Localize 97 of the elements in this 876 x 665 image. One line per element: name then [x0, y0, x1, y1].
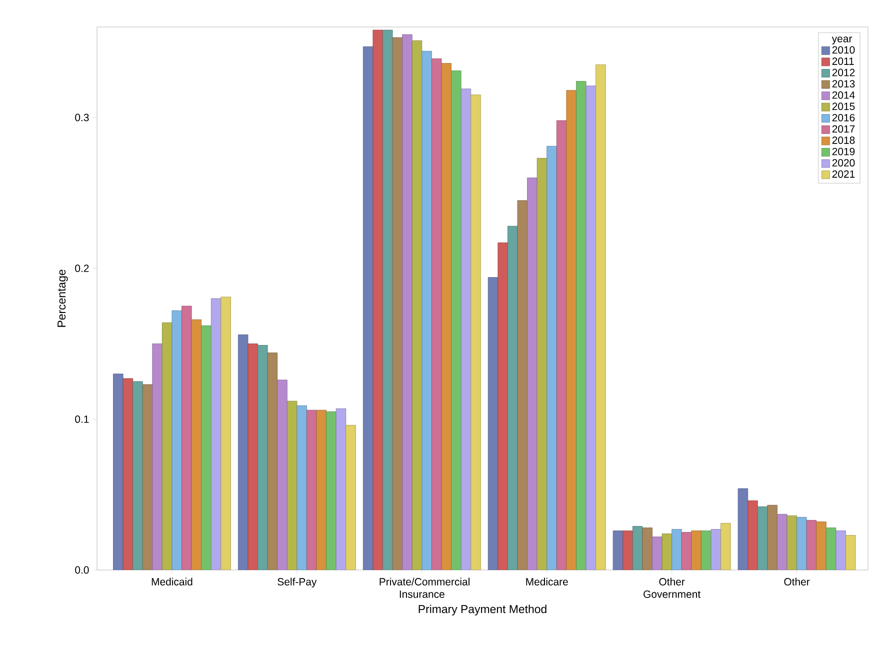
- bar: [816, 522, 826, 570]
- bar: [201, 325, 212, 570]
- x-tick-label: Private/Commercial Insurance: [380, 578, 470, 598]
- bar: [152, 344, 162, 570]
- bar: [786, 516, 797, 570]
- bar: [576, 81, 586, 570]
- bar: [536, 158, 548, 570]
- y-tick-label: 0.0: [75, 566, 89, 574]
- bar: [672, 529, 682, 570]
- bar: [431, 58, 442, 570]
- bar: [460, 88, 472, 570]
- bar: [806, 520, 817, 570]
- bar: [836, 530, 846, 570]
- bar: [362, 46, 374, 570]
- bar: [767, 504, 778, 570]
- bar: [700, 530, 712, 570]
- bar: [392, 37, 403, 570]
- legend-label: 2019: [832, 148, 855, 156]
- bar: [286, 400, 298, 570]
- bar: [122, 378, 134, 570]
- legend-title: year: [832, 36, 852, 44]
- bar: [267, 352, 278, 570]
- bar: [113, 374, 124, 570]
- bar: [738, 488, 748, 570]
- bar: [191, 319, 202, 570]
- bar: [517, 200, 528, 570]
- x-tick-label: Medicare: [526, 578, 568, 586]
- legend-label: 2016: [832, 114, 855, 122]
- bar: [372, 30, 383, 570]
- x-tick-label: Other Government: [644, 578, 701, 598]
- bar: [172, 310, 182, 570]
- bar: [622, 530, 633, 570]
- legend-label: 2020: [832, 159, 855, 167]
- bar: [652, 536, 662, 570]
- x-tick-label: Self-Pay: [278, 578, 317, 588]
- y-tick-label: 0.2: [75, 264, 89, 272]
- bar: [316, 410, 327, 570]
- x-tick-label: Medicaid: [152, 578, 192, 586]
- bar: [182, 306, 192, 570]
- bar: [488, 277, 498, 570]
- bar: [777, 514, 788, 570]
- legend-label: 2011: [832, 58, 854, 65]
- bar: [586, 86, 596, 570]
- bar: [556, 120, 567, 570]
- bar: [132, 381, 143, 570]
- bar: [451, 70, 462, 570]
- legend-label: 2017: [832, 125, 855, 133]
- bar: [681, 532, 692, 570]
- legend-label: 2013: [832, 80, 855, 88]
- bar: [757, 506, 768, 570]
- bar: [612, 530, 624, 570]
- bar: [248, 344, 258, 570]
- legend-label: 2012: [832, 68, 855, 76]
- bar: [412, 40, 422, 570]
- bar: [470, 94, 481, 570]
- y-axis-title: Percentage: [58, 270, 68, 327]
- bar: [662, 534, 672, 570]
- x-axis-title: Primary Payment Method: [418, 604, 546, 616]
- bar: [796, 517, 807, 570]
- bar: [826, 528, 836, 570]
- bar: [277, 380, 288, 570]
- bar: [498, 242, 508, 570]
- legend-label: 2018: [832, 136, 855, 144]
- bar: [326, 411, 336, 570]
- legend-label: 2010: [832, 46, 855, 54]
- legend-label: 2015: [832, 102, 855, 110]
- bar: [382, 30, 393, 570]
- bar: [296, 405, 307, 570]
- bar: [566, 90, 576, 570]
- y-tick-label: 0.3: [75, 114, 89, 122]
- bar: [306, 410, 317, 570]
- bar: [210, 298, 222, 570]
- bar: [258, 345, 268, 570]
- bar: [336, 408, 346, 570]
- legend-label: 2014: [832, 91, 855, 99]
- bar: [710, 529, 721, 570]
- bar: [162, 322, 172, 570]
- bar: [422, 50, 432, 570]
- bar: [508, 226, 518, 570]
- bar: [220, 296, 231, 570]
- bar: [527, 178, 538, 570]
- bar: [142, 384, 153, 570]
- bar: [441, 63, 452, 570]
- bar: [720, 523, 731, 570]
- y-tick-label: 0.1: [75, 415, 89, 423]
- bar: [632, 526, 643, 570]
- x-tick-label: Other: [784, 578, 810, 586]
- bar: [238, 334, 248, 570]
- bar: [346, 425, 356, 570]
- bar: [846, 535, 856, 570]
- bar: [402, 34, 412, 570]
- legend-label: 2021: [832, 170, 855, 178]
- bar: [546, 146, 557, 570]
- bar: [748, 500, 758, 570]
- bar: [596, 64, 606, 570]
- bar: [691, 530, 702, 570]
- bar: [642, 528, 652, 570]
